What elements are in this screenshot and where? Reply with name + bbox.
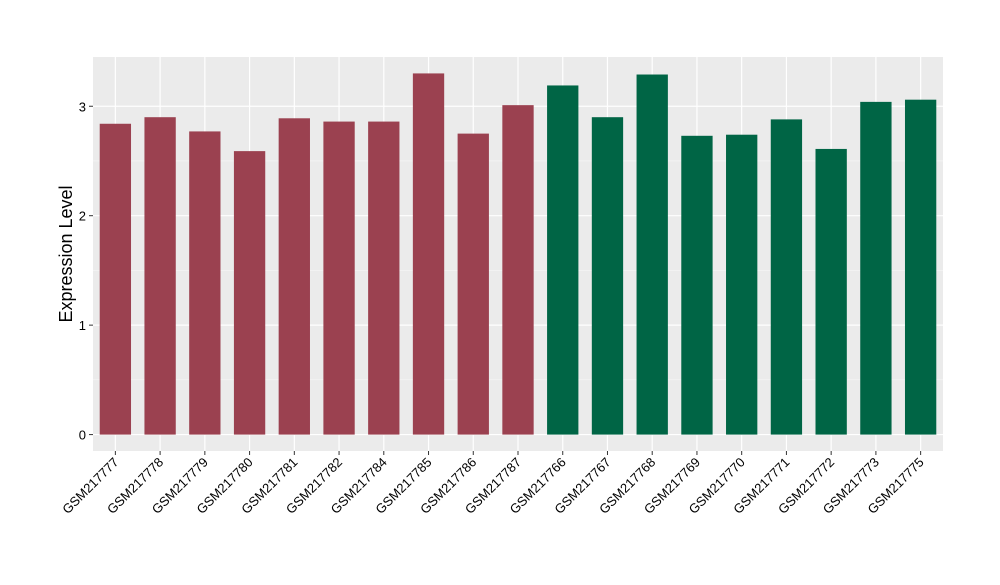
bar-GSM217772 [815,148,847,435]
bar-GSM217778 [144,117,176,435]
bar-GSM217766 [547,85,579,435]
bar-GSM217779 [189,131,221,435]
bar-GSM217771 [770,119,803,435]
y-tick-label: 0 [79,428,86,443]
bar-GSM217775 [904,99,937,435]
bar-GSM217781 [278,118,310,435]
bars [99,73,937,435]
y-tick-label: 3 [79,99,86,114]
bar-GSM217769 [681,135,713,435]
bar-GSM217782 [323,121,355,435]
y-axis-label: Expression Level [56,185,76,322]
y-tick-label: 1 [79,318,86,333]
bar-GSM217787 [502,105,534,435]
bar-GSM217785 [412,73,445,435]
y-axis: 0 1 2 3 [79,99,93,443]
bar-GSM217784 [368,121,400,435]
x-axis: GSM217777GSM217778GSM217779GSM217780GSM2… [59,451,927,517]
bar-GSM217768 [636,74,668,435]
bar-GSM217770 [726,134,758,435]
y-tick-label: 2 [79,209,86,224]
bar-GSM217773 [860,101,892,435]
bar-GSM217786 [457,133,489,435]
bar-GSM217780 [233,151,266,435]
bar-GSM217777 [99,123,132,435]
bar-GSM217767 [591,117,624,435]
